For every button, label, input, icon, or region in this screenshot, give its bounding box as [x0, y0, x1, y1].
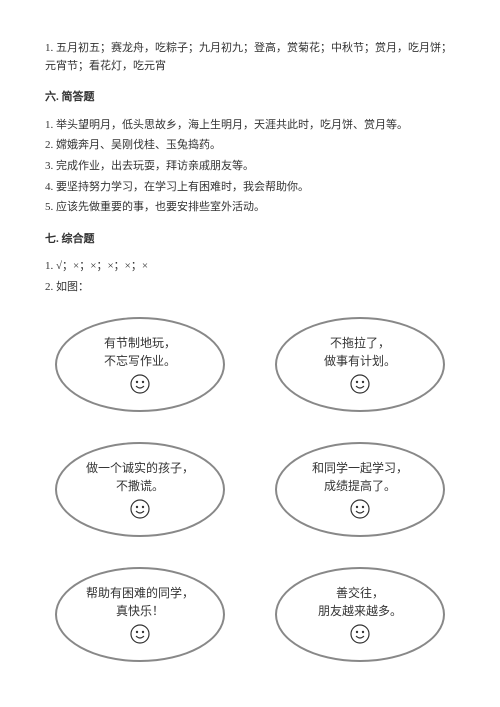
oval-line1: 帮助有困难的同学， [86, 586, 194, 600]
oval-line1: 不拖拉了， [330, 336, 390, 350]
section7-title: 七. 综合题 [45, 231, 455, 249]
oval-line2: 不撒谎。 [116, 479, 164, 493]
oval-line2: 真快乐！ [116, 604, 164, 618]
oval-item: 善交往， 朋友越来越多。 [275, 567, 445, 662]
smiley-icon [130, 624, 150, 644]
intro-line: 1. 五月初五；赛龙舟，吃粽子；九月初九；登高，赏菊花；中秋节；赏月，吃月饼；元… [45, 40, 455, 75]
oval-text: 善交往， 朋友越来越多。 [318, 584, 402, 620]
ovals-container: 有节制地玩， 不忘写作业。 不拖拉了， 做事有计划。 做一个诚实的孩子， 不撒谎… [45, 317, 455, 662]
section7-item: 1. √；×；×；×；×；× [45, 258, 455, 276]
section6-item: 2. 嫦娥奔月、吴刚伐桂、玉兔捣药。 [45, 137, 455, 155]
oval-text: 不拖拉了， 做事有计划。 [324, 334, 396, 370]
smiley-icon [350, 374, 370, 394]
oval-line1: 和同学一起学习， [312, 461, 408, 475]
oval-line2: 成绩提高了。 [324, 479, 396, 493]
section6-item: 3. 完成作业，出去玩耍，拜访亲戚朋友等。 [45, 158, 455, 176]
oval-item: 和同学一起学习， 成绩提高了。 [275, 442, 445, 537]
section6-item: 4. 要坚持努力学习，在学习上有困难时，我会帮助你。 [45, 179, 455, 197]
smiley-icon [350, 624, 370, 644]
section6-item: 1. 举头望明月，低头思故乡，海上生明月，天涯共此时，吃月饼、赏月等。 [45, 117, 455, 135]
oval-text: 有节制地玩， 不忘写作业。 [104, 334, 176, 370]
smiley-icon [130, 499, 150, 519]
section6-title: 六. 简答题 [45, 89, 455, 107]
section6-item: 5. 应该先做重要的事，也要安排些室外活动。 [45, 199, 455, 217]
oval-line1: 善交往， [336, 586, 384, 600]
oval-item: 帮助有困难的同学， 真快乐！ [55, 567, 225, 662]
oval-line2: 不忘写作业。 [104, 354, 176, 368]
oval-line1: 有节制地玩， [104, 336, 176, 350]
smiley-icon [350, 499, 370, 519]
oval-item: 不拖拉了， 做事有计划。 [275, 317, 445, 412]
oval-text: 帮助有困难的同学， 真快乐！ [86, 584, 194, 620]
oval-line2: 做事有计划。 [324, 354, 396, 368]
oval-text: 做一个诚实的孩子， 不撒谎。 [86, 459, 194, 495]
oval-item: 做一个诚实的孩子， 不撒谎。 [55, 442, 225, 537]
oval-row: 做一个诚实的孩子， 不撒谎。 和同学一起学习， 成绩提高了。 [55, 442, 445, 537]
oval-item: 有节制地玩， 不忘写作业。 [55, 317, 225, 412]
section7-item: 2. 如图： [45, 279, 455, 297]
oval-row: 帮助有困难的同学， 真快乐！ 善交往， 朋友越来越多。 [55, 567, 445, 662]
oval-line2: 朋友越来越多。 [318, 604, 402, 618]
oval-text: 和同学一起学习， 成绩提高了。 [312, 459, 408, 495]
oval-line1: 做一个诚实的孩子， [86, 461, 194, 475]
oval-row: 有节制地玩， 不忘写作业。 不拖拉了， 做事有计划。 [55, 317, 445, 412]
smiley-icon [130, 374, 150, 394]
